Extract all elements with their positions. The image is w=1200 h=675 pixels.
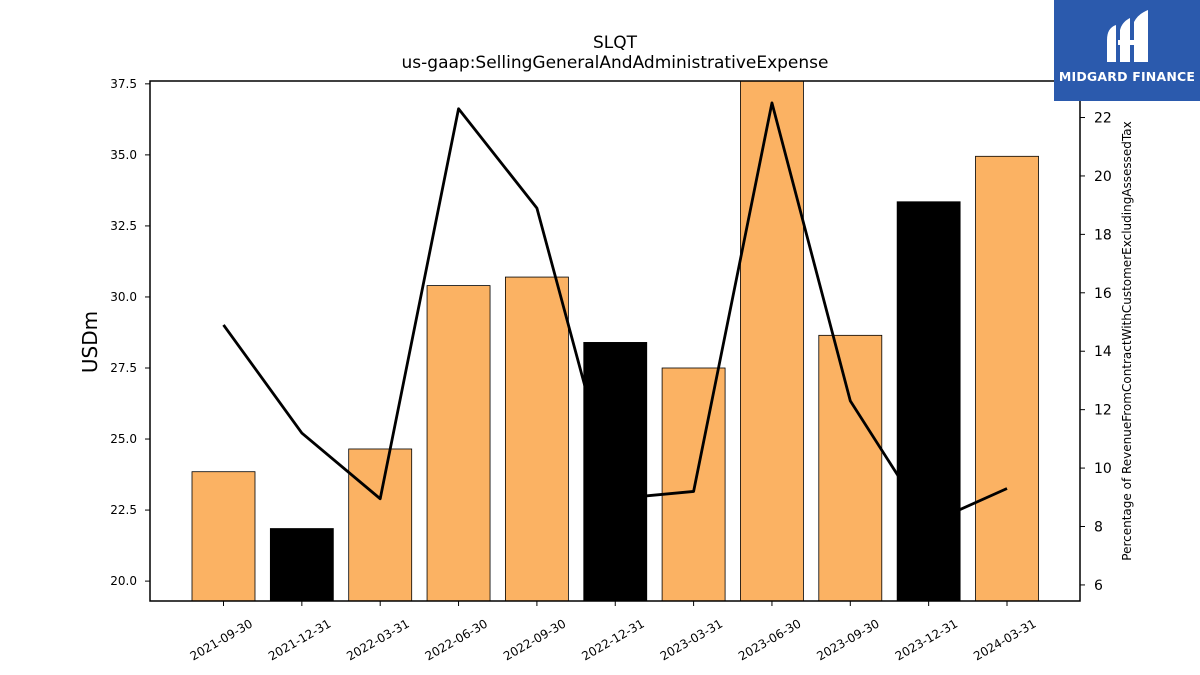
x-tick-label: 2023-12-31: [893, 616, 960, 663]
x-tick-label: 2022-09-30: [501, 616, 568, 663]
y-tick-label: 25.0: [110, 432, 137, 446]
y-tick-label: 22.5: [110, 503, 137, 517]
x-tick-label: 2021-12-31: [266, 616, 333, 663]
y2-tick-label: 8: [1094, 520, 1103, 536]
x-tick-label: 2022-06-30: [423, 616, 490, 663]
bar-2023-06-30: [740, 80, 804, 602]
y2-tick-label: 20: [1094, 169, 1112, 185]
y-tick-label: 20.0: [110, 574, 137, 588]
x-tick-label: 2022-03-31: [344, 616, 411, 663]
line-group: [222, 101, 1008, 525]
x-tick-label: 2024-03-31: [971, 616, 1038, 663]
x-tick-label: 2023-09-30: [814, 616, 881, 663]
y2-tick-label: 16: [1094, 286, 1112, 302]
bar-2021-12-31: [269, 528, 334, 602]
bar-2024-03-31: [975, 155, 1039, 602]
y2-tick-label: 18: [1094, 227, 1112, 243]
bar-2022-09-30: [504, 276, 569, 602]
y-axis-right: 6 8 10 12 14 16 18 20 22: [1080, 111, 1112, 594]
bar-2022-12-31: [583, 342, 648, 602]
y2-tick-label: 12: [1094, 403, 1112, 419]
y2-tick-label: 14: [1094, 344, 1112, 360]
y-tick-label: 35.0: [110, 148, 137, 162]
y2-tick-label: 10: [1094, 461, 1112, 477]
y2-tick-label: 6: [1094, 578, 1103, 594]
x-tick-label: 2021-09-30: [188, 616, 255, 663]
x-axis: 2021-09-30 2021-12-31 2022-03-31 2022-06-30…: [188, 601, 1039, 663]
bar-2023-09-30: [818, 334, 883, 602]
chart-subtitle: us-gaap:SellingGeneralAndAdministrativeE…: [402, 53, 829, 73]
y-axis-left: 20.0 22.5 25.0 27.5 30.0 32.5 35.0 37.5: [110, 77, 150, 588]
x-tick-label: 2023-06-30: [736, 616, 803, 663]
y-axis-label: USDm: [78, 311, 102, 373]
bar-2022-06-30: [426, 285, 491, 602]
x-tick-label: 2023-03-31: [658, 616, 725, 663]
logo-text: MIDGARD FINANCE: [1059, 69, 1195, 84]
y-tick-label: 37.5: [110, 77, 137, 91]
y2-axis-label: Percentage of RevenueFromContractWithCus…: [1120, 121, 1134, 560]
line-series: [222, 101, 1008, 525]
bar-2022-03-31: [348, 448, 413, 602]
chart-title: SLQT: [593, 33, 638, 53]
bar-2021-09-30: [191, 471, 256, 602]
y-tick-label: 30.0: [110, 290, 137, 304]
bar-2023-12-31: [896, 201, 961, 602]
logo-mark-icon: [1107, 10, 1148, 62]
y2-tick-label: 22: [1094, 111, 1112, 127]
bars-group: [191, 80, 1039, 602]
y-tick-label: 32.5: [110, 219, 137, 233]
logo: MIDGARD FINANCE: [1054, 0, 1200, 101]
x-tick-label: 2022-12-31: [579, 616, 646, 663]
y-tick-label: 27.5: [110, 361, 137, 375]
